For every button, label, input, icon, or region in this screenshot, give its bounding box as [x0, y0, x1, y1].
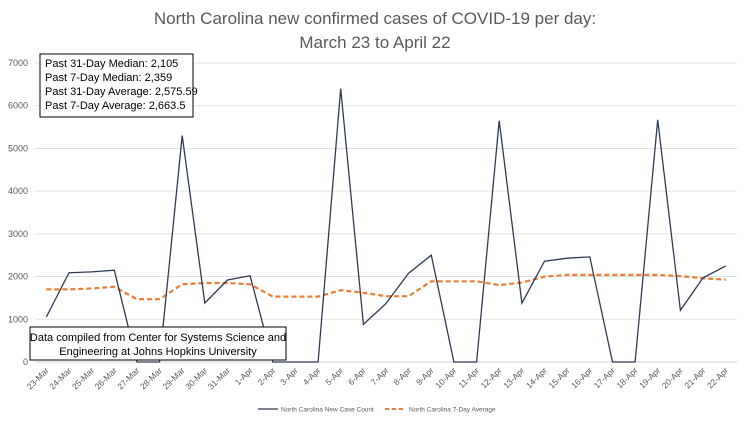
series-new-case-count	[45, 88, 727, 363]
x-tick-label: 20-Apr	[660, 365, 685, 390]
y-axis-ticks: 0 1000 2000 3000 4000 5000 6000 7000	[8, 58, 28, 367]
x-tick-label: 11-Apr	[456, 365, 481, 390]
x-tick-label: 15-Apr	[546, 365, 571, 390]
x-tick-label: 25-Mar	[70, 365, 96, 391]
source-box: Data compiled from Center for Systems Sc…	[29, 326, 287, 361]
stats-line-3: Past 31-Day Average: 2,575.59	[45, 86, 198, 98]
x-tick-label: 17-Apr	[592, 365, 617, 390]
x-tick-label: 21-Apr	[682, 365, 707, 390]
x-axis-ticks: 23-Mar24-Mar25-Mar26-Mar27-Mar28-Mar29-M…	[25, 365, 731, 391]
x-tick-label: 2-Apr	[255, 365, 277, 387]
x-tick-label: 4-Apr	[301, 365, 323, 387]
legend-label-7day-avg: North Carolina 7-Day Average	[409, 407, 496, 414]
x-tick-label: 12-Apr	[479, 365, 504, 390]
chart-title-line2: March 23 to April 22	[299, 33, 450, 52]
x-tick-label: 29-Mar	[160, 365, 186, 391]
y-tick-label: 6000	[8, 101, 28, 111]
source-line-1: Data compiled from Center for Systems Sc…	[30, 332, 286, 344]
line-new-case-count	[45, 88, 727, 363]
stats-line-2: Past 7-Day Median: 2,359	[45, 72, 172, 84]
series-layer	[45, 88, 727, 363]
y-tick-label: 0	[23, 357, 28, 367]
series-7day-average	[46, 273, 726, 301]
stats-line-4: Past 7-Day Average: 2,663.5	[45, 100, 185, 112]
x-tick-label: 8-Apr	[391, 365, 413, 387]
line-7day-average	[46, 273, 726, 301]
x-tick-label: 23-Mar	[25, 365, 51, 391]
x-tick-label: 27-Mar	[115, 365, 141, 391]
x-tick-label: 7-Apr	[369, 365, 391, 387]
y-tick-label: 2000	[8, 272, 28, 282]
x-tick-label: 6-Apr	[346, 365, 368, 387]
x-tick-label: 18-Apr	[614, 365, 639, 390]
stats-box: Past 31-Day Median: 2,105 Past 7-Day Med…	[39, 53, 198, 118]
y-tick-label: 3000	[8, 229, 28, 239]
x-tick-label: 5-Apr	[323, 365, 345, 387]
x-tick-label: 1-Apr	[233, 365, 255, 387]
stats-line-1: Past 31-Day Median: 2,105	[45, 58, 178, 70]
x-tick-label: 16-Apr	[569, 365, 594, 390]
x-tick-label: 31-Mar	[206, 365, 232, 391]
x-tick-label: 10-Apr	[433, 365, 458, 390]
x-tick-label: 30-Mar	[183, 365, 209, 391]
y-tick-label: 4000	[8, 186, 28, 196]
chart-title-line1: North Carolina new confirmed cases of CO…	[154, 9, 596, 28]
source-line-2: Engineering at Johns Hopkins University	[59, 346, 257, 358]
x-tick-label: 3-Apr	[278, 365, 300, 387]
legend: North Carolina New Case Count North Caro…	[258, 407, 496, 414]
x-tick-label: 22-Apr	[705, 365, 730, 390]
y-tick-label: 7000	[8, 58, 28, 68]
x-tick-label: 28-Mar	[138, 365, 164, 391]
x-tick-label: 19-Apr	[637, 365, 662, 390]
legend-label-new-cases: North Carolina New Case Count	[281, 407, 374, 414]
y-tick-label: 1000	[8, 314, 28, 324]
x-tick-label: 13-Apr	[501, 365, 526, 390]
x-tick-label: 14-Apr	[524, 365, 549, 390]
x-tick-label: 26-Mar	[93, 365, 119, 391]
y-tick-label: 5000	[8, 143, 28, 153]
x-tick-label: 24-Mar	[47, 365, 73, 391]
